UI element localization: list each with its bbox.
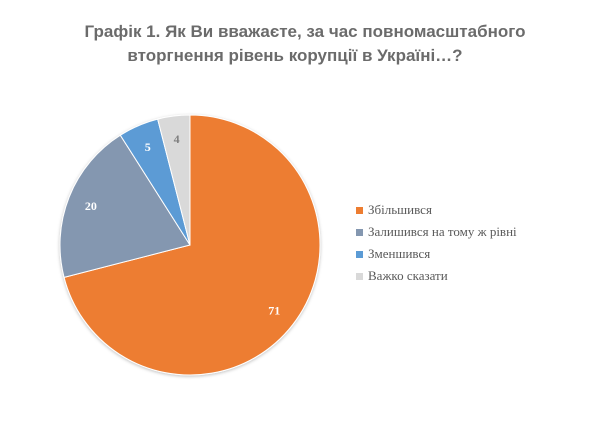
legend-item-залишився-на-тому-ж-рівні: Залишився на тому ж рівні (356, 221, 517, 243)
legend-swatch (356, 206, 363, 214)
legend-item-збільшився: Збільшився (356, 199, 517, 221)
pie-slice-збільшився (63, 114, 321, 376)
legend-item-важко-сказати: Важко сказати (356, 265, 517, 287)
data-label-збільшився: 71 (268, 303, 280, 317)
pie-slice-важко-сказати (157, 114, 191, 246)
legend-swatch (356, 272, 363, 280)
data-label-залишився-на-тому-ж-рівні: 20 (85, 199, 97, 213)
legend-label: Збільшився (368, 202, 432, 217)
data-label-зменшився: 5 (145, 140, 151, 154)
legend-label: Важко сказати (368, 268, 448, 283)
chart-title-line-1: Графік 1. Як Ви вважаєте, за час повнома… (84, 22, 526, 41)
legend-swatch (356, 228, 363, 236)
chart-legend: Збільшився Залишився на тому ж рівні Зменш… (356, 199, 517, 287)
legend-label: Зменшився (368, 246, 431, 261)
chart-title-line-2: вторгнення рівень корупції в Україні…? (127, 46, 463, 65)
pie-slice-залишився-на-тому-ж-рівні (59, 134, 191, 278)
chart-title: Графік 1. Як Ви вважаєте, за час повнома… (0, 20, 590, 68)
legend-label: Залишився на тому ж рівні (368, 224, 517, 239)
legend-item-зменшився: Зменшився (356, 243, 517, 265)
data-label-важко-сказати: 4 (174, 132, 180, 146)
legend-swatch (356, 250, 363, 258)
